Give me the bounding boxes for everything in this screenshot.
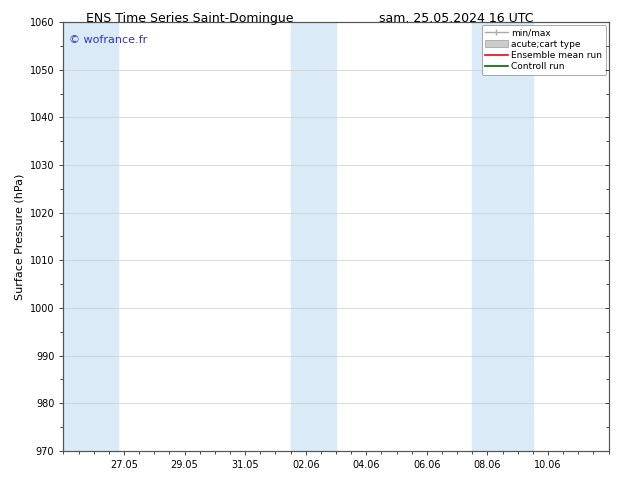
Text: © wofrance.fr: © wofrance.fr	[69, 35, 147, 45]
Text: sam. 25.05.2024 16 UTC: sam. 25.05.2024 16 UTC	[379, 12, 534, 25]
Legend: min/max, acute;cart type, Ensemble mean run, Controll run: min/max, acute;cart type, Ensemble mean …	[482, 25, 606, 75]
Bar	[472, 22, 533, 451]
Bar	[63, 22, 118, 451]
Y-axis label: Surface Pressure (hPa): Surface Pressure (hPa)	[14, 173, 24, 299]
Text: ENS Time Series Saint-Domingue: ENS Time Series Saint-Domingue	[86, 12, 294, 25]
Bar	[290, 22, 336, 451]
